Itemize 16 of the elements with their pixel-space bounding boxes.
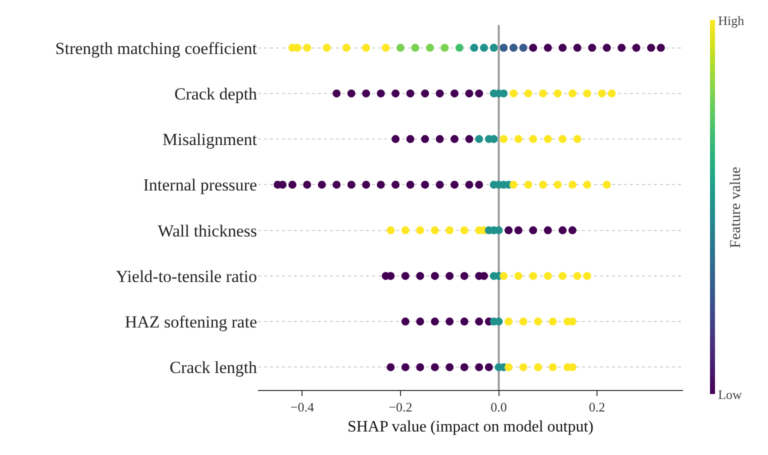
y-tick-label: HAZ softening rate (124, 312, 257, 332)
y-tick-label: Yield-to-tensile ratio (116, 266, 257, 286)
color-bar-title: Feature value (728, 166, 744, 248)
y-tick-label: Misalignment (162, 130, 258, 150)
x-axis-title: SHAP value (impact on model output) (347, 418, 594, 436)
y-tick-label: Internal pressure (143, 176, 257, 195)
color-bar-label: Low (718, 387, 743, 402)
y-tick-label: Crack depth (174, 84, 258, 104)
x-tick-label: −0.4 (290, 400, 315, 415)
color-bar-label: High (718, 13, 745, 28)
y-tick-label: Crack length (170, 358, 258, 378)
x-tick-label: −0.2 (388, 400, 412, 415)
y-tick-label: Strength matching coefficient (55, 38, 258, 58)
y-tick-label: Wall thickness (158, 221, 257, 240)
x-tick-label: 0.0 (490, 400, 507, 415)
x-tick-label: 0.2 (588, 400, 606, 415)
